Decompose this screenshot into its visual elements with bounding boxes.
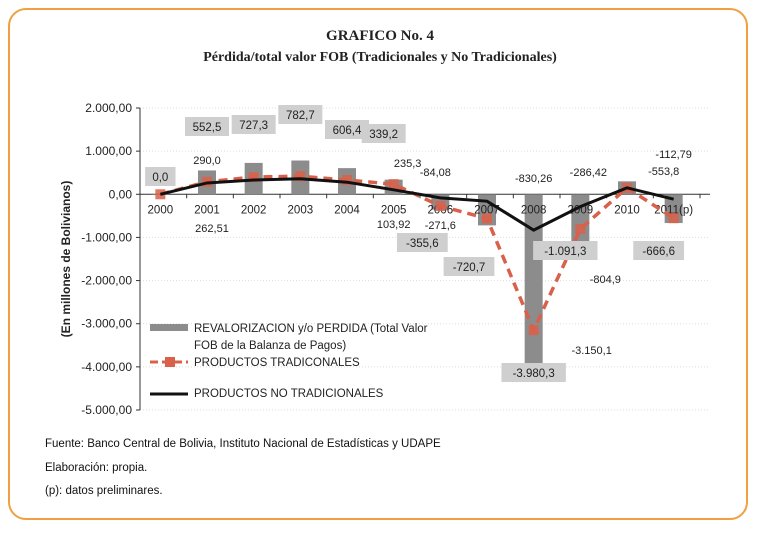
non-traditional-line: [159, 177, 675, 232]
total-label-box: [361, 124, 406, 143]
total-label: -720,7: [453, 262, 486, 274]
traditional-label: -553,8: [648, 166, 679, 178]
y-tick-label: -2.000,00: [81, 274, 132, 288]
total-label: -1.091,3: [544, 246, 586, 258]
legend-label-bar-1: REVALORIZACION y/o PERDIDA (Total Valor: [194, 323, 428, 335]
non-traditional-label: -84,08: [420, 167, 451, 179]
total-label: 339,2: [369, 129, 398, 141]
x-tick-label: 2009: [568, 204, 594, 216]
total-label-box: [633, 241, 685, 260]
traditional-point: [528, 325, 539, 336]
traditional-label: 290,0: [193, 155, 221, 167]
x-tick-label: 2003: [288, 204, 314, 216]
footer-source: Fuente: Banco Central de Bolivia, Instit…: [45, 438, 441, 450]
traditional-point: [482, 213, 492, 224]
y-tick-label: -5.000,00: [81, 403, 132, 417]
x-tick-label: 2007: [474, 204, 500, 216]
x-tick-label: 2000: [148, 204, 174, 216]
non-traditional-label: 103,92: [377, 219, 411, 231]
total-label-box: [501, 363, 566, 382]
x-tick-label: 2010: [614, 204, 640, 216]
bar: [571, 194, 590, 242]
footer-note: (p): datos preliminares.: [45, 485, 163, 497]
non-traditional-label: 262,51: [195, 223, 229, 235]
x-tick-label: 2008: [521, 204, 547, 216]
total-label: -3.980,3: [513, 368, 555, 380]
x-tick-label: 2005: [381, 204, 407, 216]
x-tick-label: 2004: [334, 204, 360, 216]
traditional-point: [575, 224, 586, 235]
chart-title: GRAFICO No. 4: [326, 28, 434, 44]
non-traditional-label: -830,26: [515, 173, 552, 185]
non-traditional-label: -112,79: [655, 149, 692, 161]
bar: [524, 194, 543, 367]
total-label: 782,7: [286, 110, 315, 122]
total-label: -355,6: [406, 238, 439, 250]
traditional-label: -804,9: [590, 274, 621, 286]
traditional-point: [388, 179, 399, 190]
total-label-box: [443, 257, 495, 276]
non-traditional-label: -286,42: [570, 167, 607, 179]
legend-traditional-marker: [165, 357, 175, 367]
traditional-label: -3.150,1: [571, 345, 611, 357]
total-label: 552,5: [193, 122, 222, 134]
y-tick-label: 0,00: [109, 187, 133, 201]
total-label-box: [231, 115, 276, 134]
footer-elaboration: Elaboración: propia.: [45, 462, 148, 474]
chart-frame: [8, 8, 748, 520]
traditional-point: [295, 171, 306, 182]
total-label: 727,3: [239, 120, 268, 132]
legend-bar-swatch: [150, 324, 188, 331]
legend-label-non-traditional: PRODUCTOS NO TRADICIONALES: [194, 388, 384, 400]
traditional-point: [248, 172, 259, 183]
traditional-point: [668, 213, 679, 224]
total-label: 0,0: [152, 172, 168, 184]
total-label: 606,4: [333, 125, 362, 137]
total-label-box: [185, 117, 229, 136]
y-tick-label: -3.000,00: [81, 317, 132, 331]
y-tick-label: 2.000,00: [85, 101, 132, 115]
total-label: -666,6: [642, 246, 675, 258]
y-tick-label: -1.000,00: [81, 230, 132, 244]
total-label-box: [533, 241, 598, 260]
total-label-box: [278, 105, 323, 124]
traditional-label: 235,3: [394, 158, 422, 170]
total-label-box: [325, 120, 369, 139]
y-tick-label: -4.000,00: [81, 360, 132, 374]
total-label-box: [396, 233, 448, 252]
traditional-point: [435, 201, 446, 212]
y-axis-label: (En millones de Bolivianos): [59, 181, 73, 338]
chart-subtitle: Pérdida/total valor FOB (Tradicionales y…: [203, 50, 557, 65]
legend-label-bar-2: FOB de la Balanza de Pagos): [194, 340, 346, 352]
y-tick-label: 1.000,00: [85, 144, 132, 158]
x-tick-label: 2002: [241, 204, 267, 216]
traditional-point: [342, 175, 352, 186]
traditional-label: -271,6: [425, 220, 456, 232]
total-label-box: [145, 167, 176, 186]
x-tick-label: 2001: [194, 204, 220, 216]
legend-label-traditional: PRODUCTOS TRADICONALES: [194, 357, 360, 369]
